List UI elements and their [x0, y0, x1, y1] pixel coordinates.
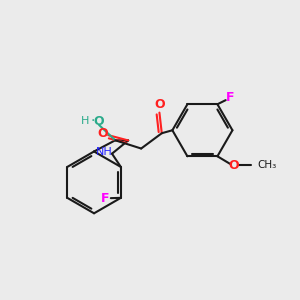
Text: F: F [226, 91, 234, 104]
Text: O: O [93, 115, 104, 128]
Text: O: O [228, 159, 239, 172]
Text: NH: NH [95, 147, 112, 157]
Text: ·: · [91, 114, 95, 128]
Text: F: F [101, 192, 110, 205]
Text: CH₃: CH₃ [258, 160, 277, 170]
Text: O: O [154, 98, 165, 111]
Text: O: O [97, 128, 108, 140]
Text: H: H [81, 116, 89, 126]
